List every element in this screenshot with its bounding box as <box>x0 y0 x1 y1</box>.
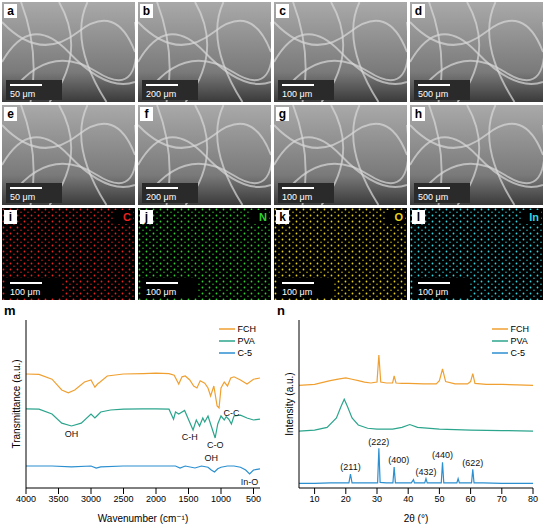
html-text:n: n <box>277 303 285 318</box>
svg-text:200 μm: 200 μm <box>146 89 176 99</box>
svg-text:Transmittance (a.u.): Transmittance (a.u.) <box>11 359 22 448</box>
svg-text:100 μm: 100 μm <box>418 287 448 297</box>
html-text:FCH: FCH <box>237 324 256 334</box>
svg-text:50: 50 <box>434 494 444 504</box>
svg-text:g: g <box>279 107 286 121</box>
svg-text:In: In <box>529 211 539 223</box>
svg-text:(622): (622) <box>462 458 483 468</box>
svg-text:a: a <box>7 4 14 18</box>
svg-text:C: C <box>123 211 131 223</box>
svg-text:c: c <box>279 4 286 18</box>
html-text:FCH: FCH <box>510 324 529 334</box>
svg-text:100 μm: 100 μm <box>282 89 312 99</box>
svg-text:d: d <box>415 4 422 18</box>
svg-text:2000: 2000 <box>146 494 166 504</box>
svg-text:(400): (400) <box>388 455 409 465</box>
html-text:m: m <box>4 303 16 318</box>
svg-text:50 μm: 50 μm <box>10 89 35 99</box>
svg-text:(211): (211) <box>340 462 360 472</box>
svg-text:3000: 3000 <box>81 494 101 504</box>
svg-text:(432): (432) <box>415 467 436 477</box>
svg-text:i: i <box>9 210 12 224</box>
svg-text:100 μm: 100 μm <box>10 287 40 297</box>
svg-text:40: 40 <box>403 494 413 504</box>
svg-text:l: l <box>417 210 420 224</box>
svg-text:100 μm: 100 μm <box>282 192 312 202</box>
svg-text:k: k <box>279 210 286 224</box>
svg-text:C-O: C-O <box>207 440 224 450</box>
svg-text:2θ (°): 2θ (°) <box>404 513 429 524</box>
svg-text:1500: 1500 <box>178 494 198 504</box>
html-text:PVA: PVA <box>237 336 255 346</box>
svg-text:Intensity (a.u.): Intensity (a.u.) <box>284 372 295 435</box>
svg-text:C-H: C-H <box>182 432 198 442</box>
svg-text:80: 80 <box>528 494 538 504</box>
svg-text:In-O: In-O <box>241 477 259 487</box>
svg-text:j: j <box>144 210 148 224</box>
svg-text:60: 60 <box>466 494 476 504</box>
svg-text:OH: OH <box>205 453 219 463</box>
svg-text:70: 70 <box>497 494 507 504</box>
svg-text:(222): (222) <box>368 437 389 447</box>
svg-text:b: b <box>143 4 150 18</box>
svg-text:O: O <box>394 211 403 223</box>
svg-text:4000: 4000 <box>16 494 36 504</box>
svg-text:1000: 1000 <box>211 494 231 504</box>
html-text:PVA: PVA <box>510 336 528 346</box>
svg-text:200 μm: 200 μm <box>146 192 176 202</box>
svg-text:500 μm: 500 μm <box>418 192 448 202</box>
svg-text:20: 20 <box>341 494 351 504</box>
svg-text:e: e <box>7 107 14 121</box>
svg-text:50 μm: 50 μm <box>10 192 35 202</box>
html-text:C-5: C-5 <box>510 348 525 358</box>
svg-text:10: 10 <box>310 494 320 504</box>
html-text:C-5: C-5 <box>237 348 252 358</box>
svg-text:500 μm: 500 μm <box>418 89 448 99</box>
svg-text:N: N <box>259 211 267 223</box>
svg-text:30: 30 <box>372 494 382 504</box>
svg-text:500: 500 <box>246 494 261 504</box>
svg-text:f: f <box>145 107 150 121</box>
svg-text:C-C: C-C <box>223 408 239 418</box>
svg-text:OH: OH <box>65 429 79 439</box>
svg-text:h: h <box>415 107 422 121</box>
svg-text:100 μm: 100 μm <box>282 287 312 297</box>
svg-text:2500: 2500 <box>113 494 133 504</box>
svg-text:100 μm: 100 μm <box>146 287 176 297</box>
svg-text:(440): (440) <box>432 450 453 460</box>
svg-text:Wavenumber (cm⁻¹): Wavenumber (cm⁻¹) <box>98 513 188 524</box>
svg-text:3500: 3500 <box>48 494 68 504</box>
